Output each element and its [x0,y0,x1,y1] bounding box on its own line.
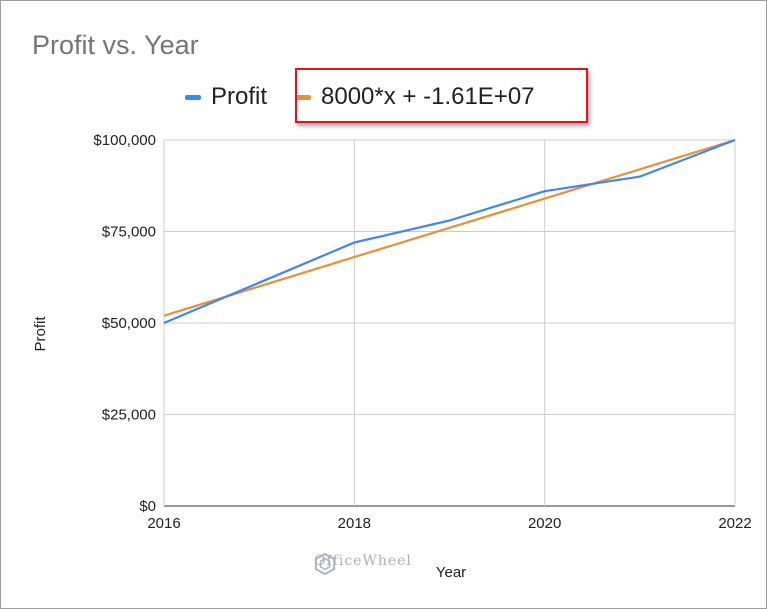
legend-label-trendline: 8000*x + -1.61E+07 [321,83,535,110]
watermark-text: OfficeWheel [314,553,412,569]
officewheel-logo-icon [314,553,336,575]
series-line-trendline [163,138,736,317]
legend-item-trendline[interactable]: 8000*x + -1.61E+07 [295,83,535,111]
chart-title: Profit vs. Year [32,30,199,60]
x-tick-label: 2018 [338,515,371,532]
legend-item-profit[interactable]: Profit [185,83,267,111]
x-tick-label: 2020 [528,515,561,532]
x-tick-label: 2022 [718,515,751,532]
y-axis-title: Profit [32,316,49,352]
series-line-profit [163,138,736,325]
y-tick-label: $0 [139,498,156,515]
y-tick-label: $25,000 [102,407,156,424]
y-tick-label: $50,000 [102,315,156,332]
watermark: OfficeWheel [314,553,412,575]
legend-label-profit: Profit [211,83,268,110]
legend-swatch-trendline [295,94,312,100]
legend-highlight-box [295,68,588,123]
legend-swatch-profit [185,94,201,100]
y-tick-label: $100,000 [93,132,156,149]
x-tick-label: 2016 [147,515,180,532]
y-tick-label: $75,000 [102,224,156,241]
chart-legend: Profit 8000*x + -1.61E+07 [185,82,535,112]
x-axis-title: Year [436,564,466,581]
